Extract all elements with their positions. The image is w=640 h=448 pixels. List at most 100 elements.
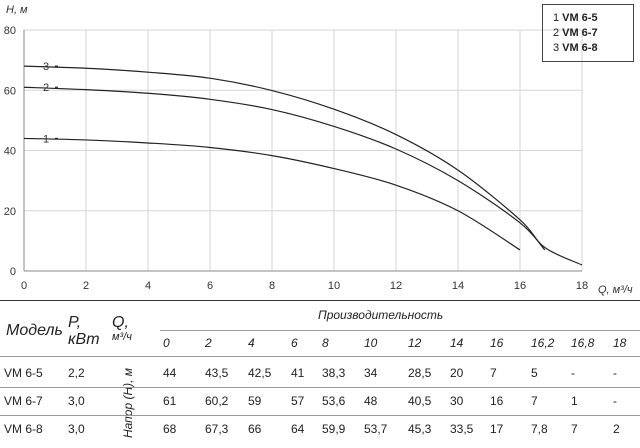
row-power: 3,0	[68, 422, 85, 436]
row-head-value: 1	[571, 394, 578, 408]
flow-column-header: 6	[291, 336, 298, 350]
row-head-value: 67,3	[205, 422, 229, 436]
header-power: P,	[68, 314, 82, 331]
row-head-value: 38,3	[322, 366, 346, 380]
header-flow: Q,	[112, 314, 129, 331]
flow-column-header: 4	[248, 336, 255, 350]
row-head-value: 34	[364, 366, 378, 380]
row-head-value: 45,3	[408, 422, 432, 436]
row-head-value: 42,5	[248, 366, 272, 380]
series-number-label: 1	[43, 133, 49, 145]
row-head-value: 2	[613, 422, 620, 436]
header-model: Модель	[6, 322, 63, 339]
row-head-value: 40,5	[408, 394, 432, 408]
y-tick-label: 20	[4, 206, 16, 218]
row-head-value: 68	[163, 422, 177, 436]
flow-column-header: 8	[322, 336, 329, 350]
legend-label: VM 6-5	[562, 12, 598, 24]
y-tick-label: 40	[4, 146, 16, 158]
series-number-label: 2	[43, 82, 49, 94]
x-tick-label: 16	[514, 280, 526, 292]
y-tick-label: 60	[4, 85, 16, 97]
legend-item: 2 VM 6-7	[553, 26, 633, 41]
table-subheader-rule	[160, 330, 640, 331]
row-power: 3,0	[68, 394, 85, 408]
series-line	[23, 86, 546, 251]
x-tick-label: 0	[21, 280, 27, 292]
chart-axes	[23, 30, 582, 272]
row-head-value: 7,8	[531, 422, 548, 436]
row-head-value: -	[571, 366, 575, 380]
legend-label: VM 6-8	[562, 42, 598, 54]
flow-column-header: 16	[490, 336, 504, 350]
y-tick-label: 0	[10, 266, 16, 278]
row-head-value: 53,6	[322, 394, 346, 408]
row-head-value: 20	[450, 366, 464, 380]
legend-number: 1	[553, 12, 560, 24]
flow-column-header: 10	[364, 336, 378, 350]
row-divider	[0, 387, 640, 388]
row-head-value: 48	[364, 394, 378, 408]
legend-number: 2	[553, 27, 560, 39]
row-head-value: 5	[531, 366, 538, 380]
row-head-value: 17	[490, 422, 504, 436]
row-head-value: -	[613, 394, 617, 408]
table-top-rule	[0, 300, 640, 301]
row-model: VM 6-5	[4, 366, 43, 380]
x-tick-label: 8	[269, 280, 275, 292]
row-divider	[0, 415, 640, 416]
row-head-value: 30	[450, 394, 464, 408]
y-axis-title: H, м	[6, 4, 28, 16]
x-tick-label: 4	[145, 280, 151, 292]
chart-legend: 1 VM 6-5 2 VM 6-7 3 VM 6-8	[542, 4, 634, 62]
row-model: VM 6-7	[4, 394, 43, 408]
legend-item: 3 VM 6-8	[553, 41, 633, 56]
row-head-value: 64	[291, 422, 305, 436]
row-head-value: 61	[163, 394, 177, 408]
flow-column-header: 0	[163, 336, 170, 350]
row-head-value: -	[613, 366, 617, 380]
row-model: VM 6-8	[4, 422, 43, 436]
x-tick-label: 10	[328, 280, 340, 292]
table-title: Производительность	[318, 308, 444, 322]
flow-column-header: 12	[408, 336, 422, 350]
flow-column-header: 2	[205, 336, 212, 350]
series-line	[23, 137, 521, 251]
series-line	[23, 65, 583, 266]
x-tick-label: 14	[452, 280, 464, 292]
x-tick-label: 18	[576, 280, 588, 292]
row-head-value: 41	[291, 366, 305, 380]
row-head-value: 16	[490, 394, 504, 408]
legend-number: 3	[553, 42, 560, 54]
chart-curves: 1 2 3	[23, 61, 583, 266]
flow-column-header: 14	[450, 336, 464, 350]
row-head-value: 59	[248, 394, 262, 408]
table-row: VM 6-5 2,2 44 43,5 42,5 41 38,3 34 28,5 20 7 5 - -	[0, 360, 640, 387]
row-head-value: 28,5	[408, 366, 432, 380]
row-head-value: 7	[571, 422, 578, 436]
row-power: 2,2	[68, 366, 85, 380]
series-number-label: 3	[43, 61, 49, 73]
row-head-value: 59,9	[322, 422, 346, 436]
flow-column-header: 16,2	[531, 336, 555, 350]
legend-item: 1 VM 6-5	[553, 11, 633, 26]
flow-column-header: 18	[613, 336, 627, 350]
row-head-value: 44	[163, 366, 177, 380]
x-tick-label: 6	[207, 280, 213, 292]
y-tick-label: 80	[4, 25, 16, 37]
row-head-value: 33,5	[450, 422, 474, 436]
table-row: VM 6-8 3,0 68 67,3 66 64 59,9 53,7 45,3 33,5 17 7,8…	[0, 416, 640, 443]
row-head-value: 57	[291, 394, 305, 408]
x-tick-label: 12	[390, 280, 402, 292]
row-head-value: 60,2	[205, 394, 229, 408]
row-head-value: 43,5	[205, 366, 229, 380]
flow-column-header: 16,8	[571, 336, 595, 350]
table-header-rule	[0, 356, 640, 357]
row-head-value: 7	[531, 394, 538, 408]
row-head-value: 66	[248, 422, 262, 436]
row-head-value: 7	[490, 366, 497, 380]
legend-label: VM 6-7	[562, 27, 598, 39]
table-row: VM 6-7 3,0 61 60,2 59 57 53,6 48 40,5 30 16 7 1 -	[0, 388, 640, 415]
